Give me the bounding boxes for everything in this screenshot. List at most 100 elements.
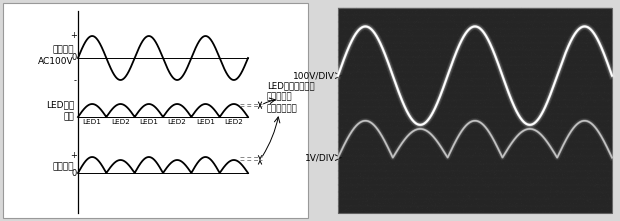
Point xyxy=(425,172,435,176)
Point xyxy=(544,61,554,64)
Point xyxy=(489,105,498,109)
Point xyxy=(484,55,494,59)
Point xyxy=(521,149,531,152)
Point xyxy=(527,64,537,67)
Point xyxy=(551,70,561,74)
Point xyxy=(559,152,569,156)
Point xyxy=(606,47,616,51)
Point xyxy=(453,139,463,143)
Point xyxy=(500,129,510,132)
Point xyxy=(350,17,360,21)
Point xyxy=(520,154,530,158)
Point xyxy=(454,115,464,119)
Point xyxy=(409,169,419,172)
Point xyxy=(600,90,609,93)
Point xyxy=(483,50,493,53)
Point xyxy=(516,208,526,211)
Point xyxy=(564,59,574,63)
Point xyxy=(391,40,401,43)
Point xyxy=(400,52,410,55)
Point xyxy=(532,62,542,66)
Point xyxy=(568,171,578,175)
Point xyxy=(500,95,510,98)
Point xyxy=(370,195,379,199)
Point xyxy=(593,121,603,124)
Point xyxy=(560,89,570,92)
Point xyxy=(553,146,563,149)
Point xyxy=(382,209,392,213)
Point xyxy=(460,59,470,63)
Point xyxy=(587,182,596,185)
Point xyxy=(546,103,556,107)
Point xyxy=(489,38,499,42)
Point xyxy=(378,53,388,57)
Point xyxy=(575,161,585,165)
Point xyxy=(459,199,469,203)
Point xyxy=(592,192,602,195)
Point xyxy=(376,141,386,145)
Point xyxy=(345,132,355,136)
Point xyxy=(368,90,378,94)
Point xyxy=(469,131,479,134)
Point xyxy=(533,177,542,181)
Point xyxy=(433,192,443,196)
Point xyxy=(600,194,609,197)
Point xyxy=(597,39,607,43)
Point xyxy=(575,122,585,126)
Point xyxy=(340,81,350,84)
Point xyxy=(479,177,489,181)
Point xyxy=(485,105,495,108)
Point xyxy=(465,130,475,134)
Point xyxy=(411,76,421,79)
Point xyxy=(418,112,428,116)
Point xyxy=(605,189,615,193)
Point xyxy=(485,43,495,46)
Point xyxy=(420,156,430,159)
Point xyxy=(549,70,559,73)
Point xyxy=(516,140,526,143)
Point xyxy=(477,78,487,82)
Point xyxy=(478,127,488,131)
Point xyxy=(425,181,435,185)
Point xyxy=(572,53,582,56)
Point xyxy=(485,76,495,79)
Point xyxy=(423,202,433,205)
Point xyxy=(382,102,392,106)
Point xyxy=(356,61,366,65)
Point xyxy=(567,96,577,100)
Point xyxy=(606,163,616,166)
Point xyxy=(345,199,355,203)
Point xyxy=(513,130,523,133)
Point xyxy=(513,184,523,187)
Point xyxy=(397,186,407,189)
Point xyxy=(445,16,455,20)
Point xyxy=(574,121,584,125)
Point xyxy=(528,132,538,135)
Point xyxy=(524,30,534,34)
Point xyxy=(567,80,577,83)
Point xyxy=(401,98,411,101)
Point xyxy=(343,81,353,85)
Point xyxy=(360,120,370,124)
Point xyxy=(582,131,592,134)
Point xyxy=(412,113,422,116)
Point xyxy=(461,142,471,146)
Point xyxy=(557,51,567,55)
Point xyxy=(503,75,513,78)
Point xyxy=(392,174,402,178)
Point xyxy=(580,23,590,26)
Point xyxy=(401,111,411,114)
Point xyxy=(374,136,384,140)
Point xyxy=(441,145,451,149)
Point xyxy=(398,58,408,62)
Point xyxy=(539,211,549,214)
Point xyxy=(536,109,546,113)
Point xyxy=(533,161,543,164)
Point xyxy=(599,23,609,27)
Point xyxy=(586,161,596,164)
Point xyxy=(474,101,484,104)
Point xyxy=(470,113,480,117)
Point xyxy=(457,114,467,117)
Point xyxy=(511,32,521,35)
Point xyxy=(593,108,603,111)
